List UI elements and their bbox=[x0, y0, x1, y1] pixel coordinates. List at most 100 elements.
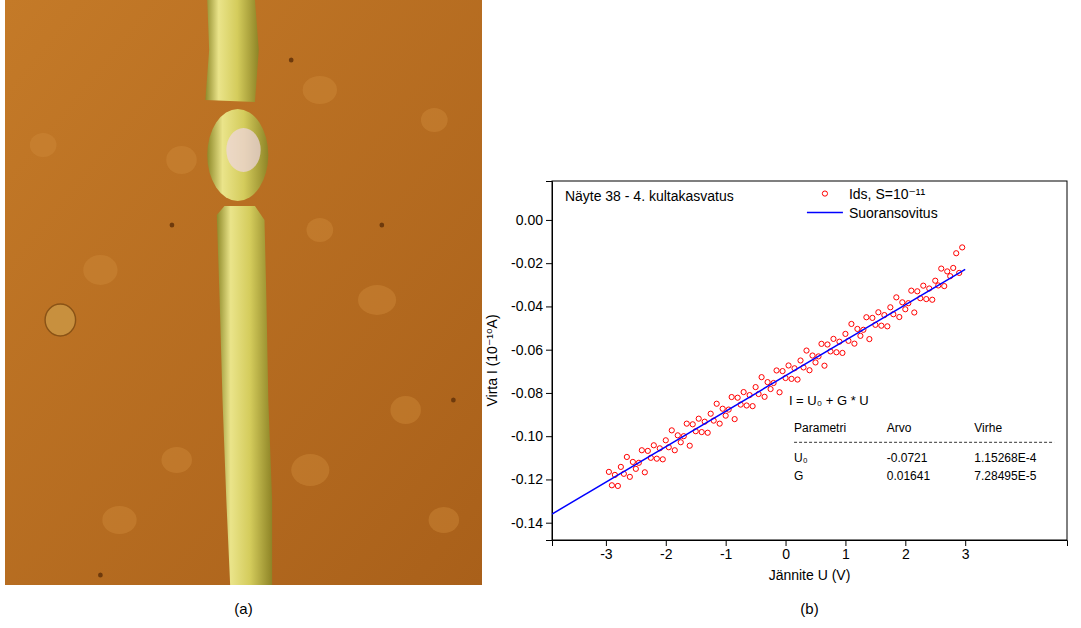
data-point bbox=[864, 315, 869, 320]
y-tick: -0.08 bbox=[511, 385, 552, 401]
data-point bbox=[798, 358, 803, 363]
data-point bbox=[813, 360, 818, 365]
x-tick: 3 bbox=[962, 540, 970, 562]
data-point bbox=[915, 289, 920, 294]
data-point bbox=[774, 368, 779, 373]
data-point bbox=[867, 336, 872, 341]
data-point bbox=[924, 296, 929, 301]
table-cell: G bbox=[794, 469, 803, 483]
data-point bbox=[765, 380, 770, 385]
x-tick-label: -2 bbox=[660, 546, 673, 562]
y-tick-label: -0.06 bbox=[511, 342, 543, 358]
afm-highlight bbox=[226, 128, 260, 172]
afm-particle bbox=[45, 304, 76, 336]
x-tick: -2 bbox=[660, 540, 673, 562]
data-point bbox=[849, 321, 854, 326]
data-point bbox=[750, 404, 755, 409]
y-tick: -0.14 bbox=[511, 515, 552, 531]
data-point bbox=[777, 390, 782, 395]
x-axis: -3 -2 -1 0 1 2 3 bbox=[553, 540, 1068, 562]
legend-label: Ids, S=10⁻¹¹ bbox=[849, 186, 926, 202]
data-point bbox=[960, 245, 965, 250]
table-header: Parametri bbox=[794, 421, 846, 435]
data-point bbox=[858, 333, 863, 338]
table-header: Virhe bbox=[974, 421, 1002, 435]
data-point bbox=[705, 430, 710, 435]
data-point bbox=[663, 438, 668, 443]
data-point bbox=[753, 385, 758, 390]
data-point bbox=[615, 483, 620, 488]
x-tick: -1 bbox=[720, 540, 733, 562]
data-point bbox=[675, 433, 680, 438]
table-cell: U₀ bbox=[794, 451, 808, 465]
data-point bbox=[651, 443, 656, 448]
x-tick: 2 bbox=[902, 540, 910, 562]
afm-bump bbox=[306, 218, 333, 242]
data-point bbox=[699, 429, 704, 434]
data-point bbox=[642, 470, 647, 475]
data-point bbox=[627, 474, 632, 479]
table-cell: 0.01641 bbox=[887, 469, 931, 483]
y-axis-title: Virta I (10⁻¹⁰A) bbox=[484, 314, 500, 406]
data-point bbox=[909, 288, 914, 293]
data-point bbox=[696, 416, 701, 421]
data-point bbox=[630, 459, 635, 464]
data-point bbox=[834, 350, 839, 355]
table-cell: 1.15268E-4 bbox=[974, 451, 1036, 465]
legend-symbol bbox=[807, 212, 843, 214]
x-tick-label: 0 bbox=[782, 546, 790, 562]
data-point bbox=[609, 483, 614, 488]
y-tick: 0.00 bbox=[516, 212, 552, 228]
x-axis-title: Jännite U (V) bbox=[769, 567, 851, 583]
data-point bbox=[720, 406, 725, 411]
y-axis: 0.00-0.02-0.04-0.06-0.08-0.10-0.12-0.14 bbox=[511, 182, 552, 541]
y-tick-label: -0.04 bbox=[511, 298, 543, 314]
y-axis-line bbox=[546, 182, 553, 541]
y-tick-mark bbox=[546, 479, 552, 480]
y-tick-mark bbox=[546, 393, 552, 394]
data-point bbox=[654, 456, 659, 461]
x-tick: 1 bbox=[842, 540, 850, 562]
x-axis-line bbox=[553, 541, 1068, 547]
y-tick-label: -0.14 bbox=[511, 515, 543, 531]
data-point bbox=[945, 269, 950, 274]
panel-label: (b) bbox=[800, 600, 818, 617]
data-point bbox=[822, 363, 827, 368]
data-point bbox=[954, 251, 959, 256]
data-point bbox=[876, 310, 881, 315]
data-point bbox=[843, 331, 848, 336]
y-tick-mark bbox=[546, 436, 552, 437]
y-tick: -0.10 bbox=[511, 428, 552, 444]
table-cell: -0.0721 bbox=[887, 451, 928, 465]
data-point bbox=[723, 413, 728, 418]
data-point bbox=[729, 394, 734, 399]
figure: (a)-3-2-101230.00-0.02-0.04-0.06-0.08-0.… bbox=[0, 0, 1081, 628]
data-point bbox=[672, 448, 677, 453]
data-point bbox=[933, 278, 938, 283]
y-tick-mark bbox=[546, 263, 552, 264]
equation: I = U₀ + G * U bbox=[789, 393, 869, 408]
afm-bump bbox=[429, 507, 460, 533]
data-point bbox=[900, 300, 905, 305]
y-tick: -0.04 bbox=[511, 298, 552, 314]
data-point bbox=[888, 305, 893, 310]
afm-bump bbox=[303, 76, 337, 104]
data-point bbox=[942, 284, 947, 289]
afm-speck bbox=[451, 398, 456, 403]
afm-speck bbox=[98, 573, 103, 578]
y-tick-mark bbox=[546, 306, 552, 307]
data-point bbox=[870, 315, 875, 320]
legend: Ids, S=10⁻¹¹Suoransovitus bbox=[807, 186, 938, 221]
data-point bbox=[807, 368, 812, 373]
data-point bbox=[708, 411, 713, 416]
afm-speck bbox=[379, 223, 384, 228]
afm-bump bbox=[291, 454, 329, 486]
x-tick-label: -3 bbox=[600, 546, 613, 562]
data-point bbox=[825, 342, 830, 347]
y-tick: -0.02 bbox=[511, 255, 552, 271]
data-point bbox=[768, 386, 773, 391]
fit-line bbox=[552, 269, 965, 514]
afm-wire-segment bbox=[205, 0, 258, 102]
data-point bbox=[606, 469, 611, 474]
plot-frame bbox=[552, 181, 1067, 540]
